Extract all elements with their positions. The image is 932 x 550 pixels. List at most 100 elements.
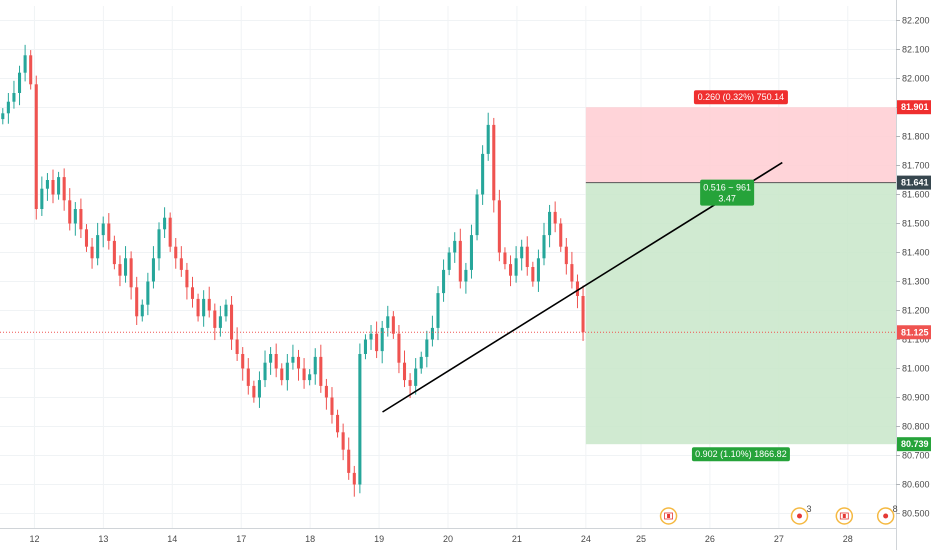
candle-body [520,246,524,259]
candle-body [464,269,468,282]
candle-body [313,356,317,375]
candle-body [486,124,490,154]
y-tick-label: 81.500 [902,219,930,229]
current-price-tag: 81.125 [897,325,931,340]
position-zones[interactable] [585,107,896,445]
candle-body [514,258,518,276]
y-tick-label: 80.700 [902,451,930,461]
candle-body [402,362,407,381]
candle-body [146,281,150,305]
flag-center [667,514,671,518]
price-tags: 81.901 81.641 81.125 80.739 [897,100,931,452]
stop-loss-zone[interactable] [585,107,896,183]
x-axis[interactable]: 12 13 14 17 18 19 20 21 24 25 26 27 28 [29,534,852,544]
candle-body [112,240,116,265]
candle [51,169,55,204]
candle-body [453,240,457,253]
candle-body [352,472,356,485]
candle [319,344,323,393]
candle [531,261,535,287]
x-tick-label: 26 [705,534,715,544]
candle-body [230,304,234,340]
candle [17,65,22,106]
take-profit-zone[interactable] [585,182,896,445]
candle [230,296,234,350]
flag-center [842,514,846,518]
candle [503,247,507,270]
candle [313,348,317,385]
candle-body [324,385,328,398]
stop-price-tag-bg [897,437,931,452]
candle [285,354,289,391]
candle-body [252,385,256,398]
candle [414,358,418,395]
marker-badge: 8 [893,504,898,514]
candle-body [458,240,462,282]
candle-body [207,298,211,311]
candle-body [224,304,228,317]
candle [90,238,94,269]
candle [57,171,61,200]
candle [34,75,38,220]
candle-body [51,180,55,195]
candle-body [542,235,546,259]
candle [96,222,100,266]
candle-body [12,93,16,102]
flag-event-icon[interactable] [659,507,678,525]
candle-body [475,194,479,236]
candle-body [79,209,83,230]
candle-body [291,356,295,363]
x-tick-label: 17 [236,534,246,544]
candle-body [508,264,513,276]
candle-body [559,223,563,247]
candle [179,246,183,277]
candle [430,315,434,347]
target-price-tag-bg [897,100,931,115]
candle [23,44,27,82]
candle [213,303,217,341]
x-tick-label: 24 [581,534,591,544]
candle-body [163,217,167,230]
candle [497,189,501,262]
event-badge-icon[interactable]: 8 [876,504,898,525]
candle [514,246,518,283]
candle-body [34,84,38,209]
candle [185,262,189,300]
candle [73,202,77,236]
candle-body [151,258,155,282]
candle [62,168,66,211]
candle [336,409,340,438]
candle [84,224,89,252]
candle-body [386,316,390,328]
candle [486,112,490,161]
candle [302,358,306,389]
candle-body [336,414,340,433]
candle [202,290,206,327]
candle-body [29,55,33,85]
candle-body [369,333,373,340]
candle [419,351,423,374]
candle [257,371,261,408]
candle-body [280,368,284,381]
candle [575,274,580,309]
candle-body [118,264,122,276]
x-tick-label: 14 [167,534,177,544]
candle-body [213,310,217,328]
y-axis[interactable]: 80.500 80.600 80.700 80.800 80.900 81.000 81.1… [896,16,930,519]
candle-body [408,380,412,386]
candle-body [57,177,61,195]
candle [425,330,429,368]
event-badge-icon[interactable]: 3 [790,504,812,525]
candle-body [190,287,195,299]
candle-body [581,296,585,333]
candle [1,108,5,125]
flag-event-icon[interactable] [835,507,854,525]
candle [481,145,485,205]
candle [291,344,295,370]
reward-label-bg [691,447,790,462]
candle-body [45,180,49,189]
candle [218,305,222,337]
candle [475,189,479,241]
